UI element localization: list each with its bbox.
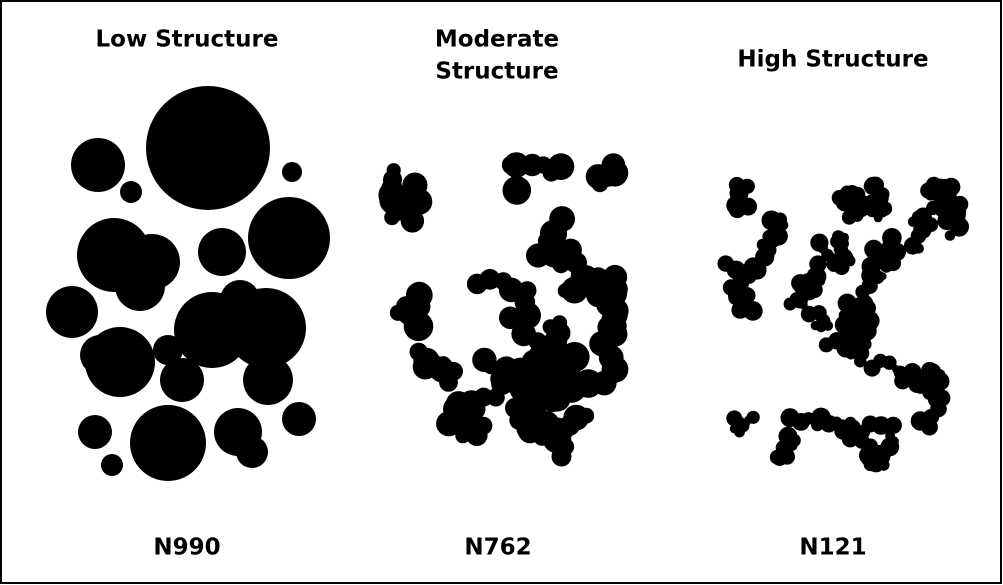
particle [503, 176, 532, 205]
particle [101, 454, 123, 476]
particle [243, 355, 293, 405]
particle [401, 209, 424, 232]
particle [877, 201, 892, 216]
panel-label: N762 [464, 535, 531, 561]
particle [516, 417, 539, 440]
particle [744, 257, 763, 276]
particle [560, 239, 582, 261]
particle [552, 447, 572, 467]
particle [740, 179, 755, 194]
particle [384, 186, 399, 201]
particle [924, 187, 937, 200]
particle [810, 234, 828, 252]
particle [548, 153, 575, 180]
particle [130, 405, 206, 481]
particle [781, 453, 793, 465]
panel-title: Structure [435, 59, 558, 85]
particle [550, 355, 575, 380]
particle [71, 138, 125, 192]
particle [78, 415, 112, 449]
particle [46, 286, 98, 338]
particle [455, 428, 470, 443]
particle [790, 292, 806, 308]
particle [862, 257, 881, 276]
particle [718, 255, 734, 271]
particle [738, 293, 751, 306]
particle [153, 335, 183, 365]
particle [487, 389, 505, 407]
particle [819, 337, 834, 352]
particle [781, 408, 800, 427]
particle [80, 335, 120, 375]
particle [733, 422, 742, 431]
panel-label: N121 [799, 535, 866, 561]
particle [857, 309, 872, 324]
particle [282, 402, 316, 436]
particle [912, 211, 923, 222]
particle [120, 181, 142, 203]
panel-title: Moderate [435, 27, 559, 53]
particle [115, 261, 165, 311]
particle [945, 230, 956, 241]
particle [248, 197, 330, 279]
particle [236, 436, 268, 468]
particle [903, 363, 921, 381]
panel-title: Low Structure [96, 27, 279, 53]
particle [282, 162, 302, 182]
particle [549, 322, 570, 343]
particle [198, 228, 246, 276]
particle [832, 190, 848, 206]
particle [885, 417, 902, 434]
particle [472, 348, 496, 372]
particle [882, 228, 902, 248]
panel-label: N990 [153, 535, 220, 561]
panel-title: High Structure [737, 47, 928, 73]
particle [606, 285, 622, 301]
particle [399, 309, 415, 325]
diagram: Low Structure Moderate Structure High St… [0, 0, 1003, 585]
particle [220, 280, 260, 320]
particle [602, 153, 626, 177]
particle [762, 211, 782, 231]
particle [422, 354, 443, 375]
particle [146, 86, 270, 210]
particle [911, 411, 930, 430]
particle [867, 458, 881, 472]
